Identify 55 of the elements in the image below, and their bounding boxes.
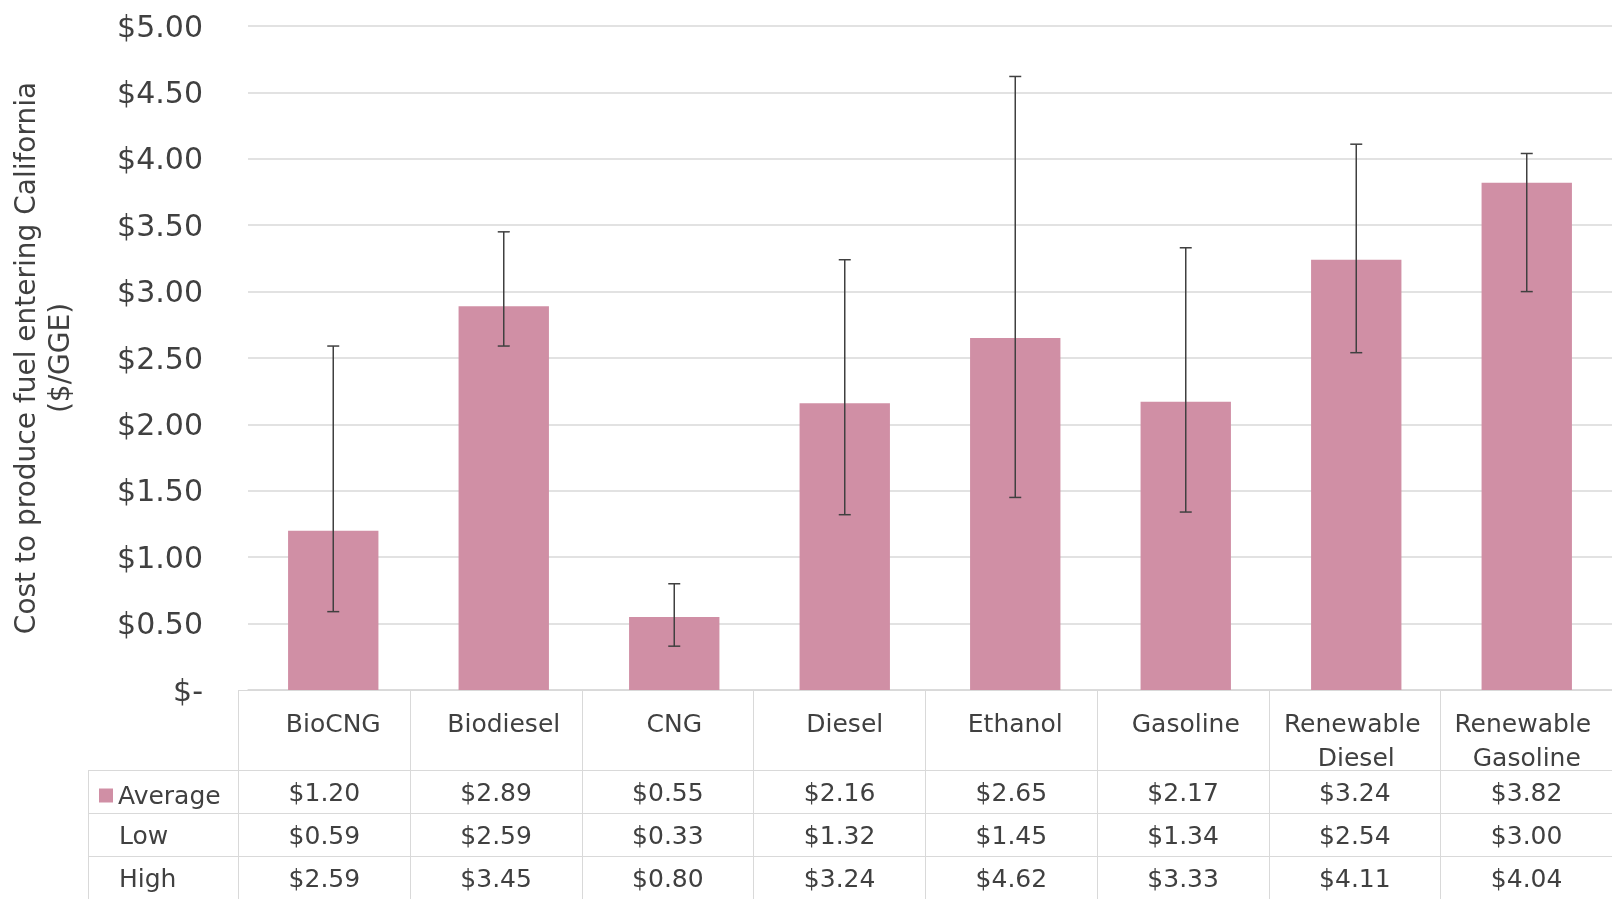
data-label: $2.16 (753, 770, 925, 813)
y-tick-label: $1.00 (117, 539, 203, 575)
text: $1.32 (753, 813, 925, 856)
y-tick-label: $3.50 (117, 207, 203, 243)
text: $3.00 (1440, 813, 1612, 856)
x-tick-label: Renewable Diesel (1283, 708, 1429, 772)
text: $0.80 (581, 856, 754, 899)
bar (629, 616, 720, 690)
text: $2.54 (1268, 813, 1441, 856)
x-tick-label: BioCNG (285, 708, 381, 738)
text: $3.33 (1096, 856, 1269, 899)
y-axis-title: Cost to produce fuel entering California ($/GGE) (8, 81, 76, 635)
text: Low (88, 813, 238, 856)
data-label: $2.65 (925, 770, 1097, 813)
y-tick-label: $1.50 (117, 473, 203, 509)
y-tick-label: $4.50 (117, 74, 203, 110)
y-tick-label: $3.00 (117, 274, 203, 310)
text: $3.45 (409, 856, 582, 899)
x-tick-label: CNG (646, 708, 703, 738)
data-label: $3.24 (1268, 770, 1441, 813)
data-label: $2.89 (409, 770, 582, 813)
text: $4.04 (1440, 856, 1612, 899)
text: $2.59 (409, 813, 582, 856)
text: $4.11 (1268, 856, 1441, 899)
bar (799, 403, 890, 690)
y-tick-label: $2.00 (117, 406, 203, 442)
x-tick-label: Gasoline (1131, 708, 1240, 738)
bar (1481, 182, 1572, 690)
text: $4.62 (925, 856, 1097, 899)
x-tick-label: Renewable Gasoline (1454, 708, 1600, 772)
data-label: $2.17 (1096, 770, 1269, 813)
bar (458, 306, 549, 690)
text: $1.34 (1096, 813, 1269, 856)
y-tick-label: $4.00 (117, 141, 203, 177)
bar (1140, 401, 1231, 690)
text: $3.24 (753, 856, 925, 899)
data-label: $3.82 (1440, 770, 1612, 813)
x-tick-label: Ethanol (967, 708, 1063, 738)
x-tick-label: Diesel (806, 708, 884, 738)
bar (288, 530, 379, 690)
text: High (88, 856, 238, 899)
text: $2.59 (238, 856, 410, 899)
bar (970, 338, 1061, 690)
y-tick-label: $- (173, 672, 203, 708)
data-label: $1.20 (238, 770, 410, 813)
text: $0.33 (581, 813, 754, 856)
text: $1.45 (925, 813, 1097, 856)
y-tick-label: $0.50 (117, 606, 203, 642)
y-tick-label: $2.50 (117, 340, 203, 376)
x-tick-label: Biodiesel (447, 708, 561, 738)
bar (1311, 259, 1402, 690)
legend-label: Average (118, 781, 221, 810)
text: $0.59 (238, 813, 410, 856)
y-tick-label: $5.00 (117, 8, 203, 44)
data-label: $0.55 (581, 770, 754, 813)
